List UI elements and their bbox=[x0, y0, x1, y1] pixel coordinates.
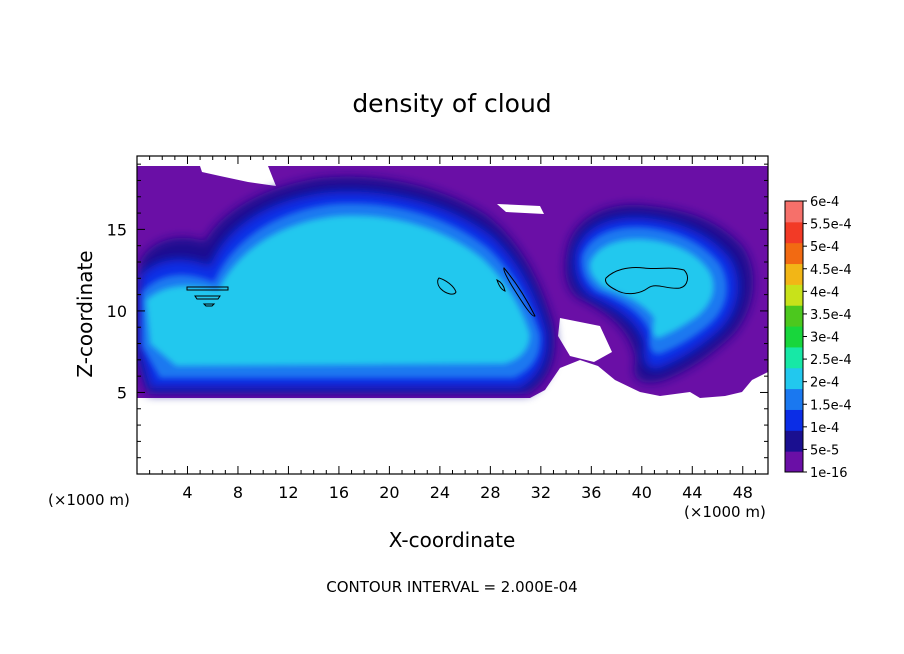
x-axis-ticks: 4 8 12 16 20 24 28 32 36 40 44 48 bbox=[149, 156, 756, 502]
colorbar-label-0: 1e-16 bbox=[810, 466, 848, 481]
field-gap-small bbox=[497, 204, 544, 214]
colorbar-label-8: 4e-4 bbox=[810, 285, 839, 300]
colorbar-swatch-7 bbox=[785, 305, 803, 327]
colorbar-label-10: 5e-4 bbox=[810, 240, 839, 255]
x-tick-label-8: 36 bbox=[581, 483, 601, 502]
contour-interval-note: CONTOUR INTERVAL = 2.000E-04 bbox=[326, 578, 577, 596]
colorbar-label-1: 5e-5 bbox=[810, 443, 839, 458]
x-unit-left: (×1000 m) bbox=[48, 491, 130, 509]
contour-lines bbox=[186, 267, 688, 317]
x-tick-label-2: 12 bbox=[278, 483, 298, 502]
contour-mid-1 bbox=[437, 277, 457, 295]
colorbar-swatch-12 bbox=[785, 201, 803, 223]
colorbar-swatch-0 bbox=[785, 451, 803, 473]
colorbar-label-7: 3.5e-4 bbox=[810, 308, 852, 323]
colorbar-swatch-2 bbox=[785, 409, 803, 431]
colorbar-swatch-1 bbox=[785, 430, 803, 452]
colorbar-label-5: 2.5e-4 bbox=[810, 353, 852, 368]
colorbar-label-12: 6e-4 bbox=[810, 195, 839, 210]
contour-left-1 bbox=[186, 286, 229, 291]
colorbar-swatch-5 bbox=[785, 346, 803, 369]
density-field bbox=[137, 166, 768, 398]
y-axis-ticks: 5 10 15 bbox=[107, 163, 768, 459]
left-cloud-core bbox=[146, 215, 530, 366]
y-tick-label-0: 5 bbox=[117, 383, 127, 402]
colorbar-label-9: 4.5e-4 bbox=[810, 263, 852, 278]
contour-left-2 bbox=[194, 295, 221, 300]
y-tick-label-2: 15 bbox=[107, 220, 127, 239]
x-tick-label-6: 28 bbox=[480, 483, 500, 502]
colorbar-swatch-11 bbox=[785, 221, 803, 244]
x-tick-label-0: 4 bbox=[182, 483, 192, 502]
field-gap-right bbox=[558, 318, 612, 362]
colorbar-swatch-4 bbox=[785, 367, 803, 390]
x-axis-label: X-coordinate bbox=[389, 528, 516, 552]
x-tick-label-10: 44 bbox=[682, 483, 702, 502]
x-tick-label-4: 20 bbox=[379, 483, 399, 502]
x-tick-label-9: 40 bbox=[632, 483, 652, 502]
contour-mid-2 bbox=[496, 279, 506, 292]
colorbar-swatch-3 bbox=[785, 388, 803, 410]
field-gap-top bbox=[200, 166, 276, 186]
x-tick-label-7: 32 bbox=[531, 483, 551, 502]
contour-mid-3 bbox=[503, 267, 536, 317]
colorbar-label-11: 5.5e-4 bbox=[810, 218, 852, 233]
x-tick-label-5: 24 bbox=[430, 483, 450, 502]
contour-left-3 bbox=[202, 303, 216, 307]
colorbar-label-6: 3e-4 bbox=[810, 331, 839, 346]
x-unit-right: (×1000 m) bbox=[684, 503, 766, 521]
colorbar-label-3: 1.5e-4 bbox=[810, 398, 852, 413]
colorbar-swatch-6 bbox=[785, 326, 803, 348]
contour-right-1 bbox=[605, 267, 688, 295]
colorbar: 1e-16 5e-5 1e-4 1.5e-4 2e-4 2.5e-4 3e-4 3.5e-4 4… bbox=[784, 195, 852, 481]
x-tick-label-1: 8 bbox=[233, 483, 243, 502]
colorbar-swatch-8 bbox=[785, 284, 803, 306]
colorbar-swatch-10 bbox=[785, 242, 803, 265]
colorbar-swatch-9 bbox=[785, 263, 803, 285]
chart-title: density of cloud bbox=[352, 89, 551, 118]
y-tick-label-1: 10 bbox=[107, 302, 127, 321]
colorbar-label-2: 1e-4 bbox=[810, 421, 839, 436]
y-axis-label: Z-coordinate bbox=[73, 250, 97, 377]
x-tick-label-11: 48 bbox=[733, 483, 753, 502]
colorbar-label-4: 2e-4 bbox=[810, 376, 839, 391]
x-tick-label-3: 16 bbox=[329, 483, 349, 502]
right-cloud-core bbox=[589, 238, 714, 338]
